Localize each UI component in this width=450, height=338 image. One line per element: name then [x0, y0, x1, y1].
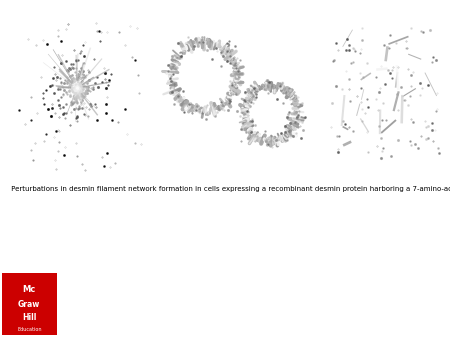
Text: Education: Education [17, 328, 41, 332]
Text: Perturbations in desmin filament network formation in cells expressing a recombi: Perturbations in desmin filament network… [9, 184, 450, 192]
Text: B: B [164, 22, 172, 32]
Text: Graw: Graw [18, 300, 40, 309]
Text: wt Des: wt Des [123, 169, 144, 174]
Text: C: C [329, 22, 337, 32]
Text: Δ7 Des: Δ7 Des [288, 169, 310, 174]
Text: A: A [23, 22, 32, 32]
Text: Δ7 Des
wt Des: Δ7 Des wt Des [419, 163, 442, 174]
Text: Hill: Hill [22, 313, 36, 322]
Text: Mc: Mc [22, 285, 36, 294]
